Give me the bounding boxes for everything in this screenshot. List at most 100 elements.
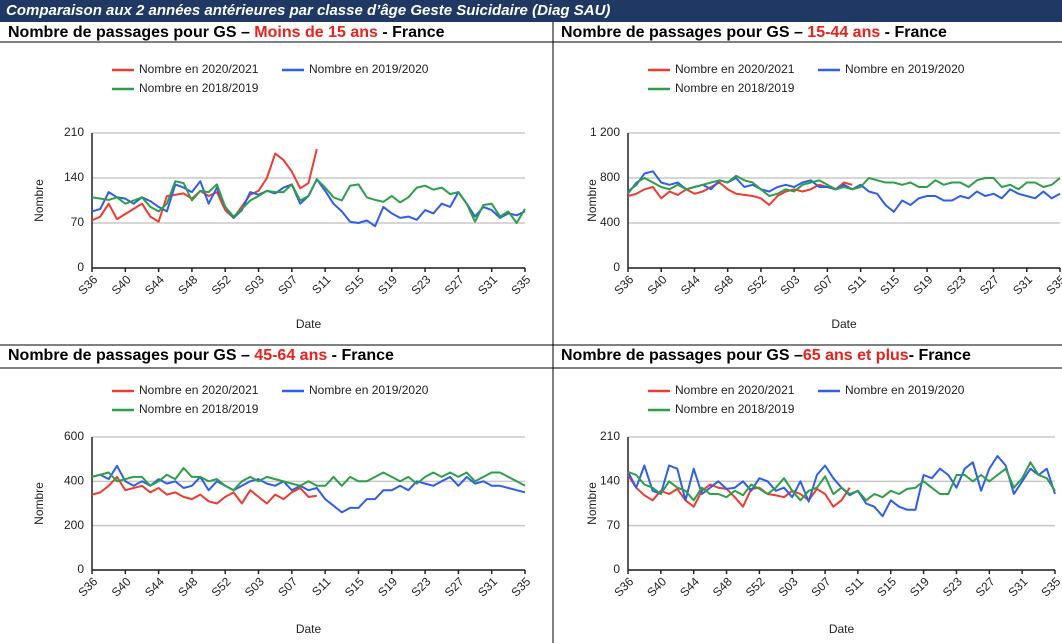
panel-title-suffix: - France: [909, 347, 971, 364]
y-axis-title: Nombre: [585, 482, 599, 525]
legend-label: Nombre en 2019/2020: [309, 62, 429, 76]
panel-title-age: 45-64 ans: [254, 347, 327, 364]
panel-title-suffix: - France: [880, 24, 947, 41]
y-tick-label: 400: [600, 215, 620, 229]
y-tick-label: 140: [64, 170, 84, 184]
x-tick-label: S44: [677, 574, 702, 599]
x-tick-label: S52: [743, 574, 768, 599]
x-tick-label: S07: [811, 272, 836, 297]
x-tick-label: S07: [275, 574, 300, 599]
y-axis-title: Nombre: [585, 179, 599, 222]
panel-title-age: 65 ans et plus: [803, 347, 909, 364]
y-tick-label: 200: [64, 518, 84, 532]
x-tick-label: S36: [611, 574, 636, 599]
x-tick-label: S31: [475, 272, 500, 297]
panel-title-main: Nombre de passages pour GS –: [8, 347, 254, 364]
x-tick-label: S44: [142, 574, 167, 599]
legend-label: Nombre en 2018/2019: [139, 81, 259, 95]
series-line: [627, 474, 851, 508]
legend-label: Nombre en 2020/2021: [675, 62, 795, 76]
header-bar: [0, 0, 1062, 22]
y-tick-label: 70: [71, 215, 85, 229]
x-tick-label: S03: [242, 272, 267, 297]
panel-title-age: 15-44 ans: [807, 24, 880, 41]
y-tick-label: 70: [607, 518, 621, 532]
x-tick-label: S19: [907, 574, 932, 599]
x-tick-label: S03: [778, 272, 803, 297]
x-tick-label: S48: [175, 574, 200, 599]
series-line: [627, 461, 1056, 502]
panel-title: Nombre de passages pour GS –65 ans et pl…: [561, 347, 971, 364]
x-tick-label: S23: [408, 272, 433, 297]
x-tick-label: S48: [175, 272, 200, 297]
x-tick-label: S15: [342, 272, 367, 297]
panel-title: Nombre de passages pour GS – 45-64 ans -…: [8, 347, 394, 364]
x-tick-label: S27: [442, 272, 467, 297]
x-tick-label: S48: [711, 272, 736, 297]
x-tick-label: S35: [508, 272, 533, 297]
x-tick-label: S15: [342, 574, 367, 599]
x-tick-label: S52: [209, 574, 234, 599]
x-tick-label: S36: [75, 272, 100, 297]
x-tick-label: S36: [75, 574, 100, 599]
x-tick-label: S11: [309, 574, 334, 599]
series-line: [91, 178, 526, 224]
y-tick-label: 600: [64, 429, 84, 443]
legend-label: Nombre en 2020/2021: [675, 383, 795, 397]
x-tick-label: S07: [275, 272, 300, 297]
x-tick-label: S52: [209, 272, 234, 297]
x-tick-label: S40: [644, 574, 669, 599]
x-tick-label: S15: [874, 574, 899, 599]
series-line: [627, 174, 1061, 197]
x-tick-label: S44: [678, 272, 703, 297]
x-tick-label: S31: [1010, 272, 1035, 297]
x-tick-label: S40: [645, 272, 670, 297]
series-line: [91, 148, 318, 223]
series-line: [91, 475, 317, 505]
x-tick-label: S40: [109, 574, 134, 599]
series-line: [91, 467, 526, 492]
panel-title: Nombre de passages pour GS – 15-44 ans -…: [561, 24, 947, 41]
legend-label: Nombre en 2020/2021: [139, 383, 259, 397]
legend-label: Nombre en 2019/2020: [845, 383, 965, 397]
legend-label: Nombre en 2019/2020: [845, 62, 965, 76]
x-tick-label: S44: [142, 272, 167, 297]
x-axis-title: Date: [296, 317, 322, 331]
x-tick-label: S27: [973, 574, 998, 599]
y-tick-label: 0: [613, 260, 620, 274]
x-tick-label: S23: [408, 574, 433, 599]
x-tick-label: S35: [1038, 574, 1062, 599]
series-line: [91, 464, 526, 514]
x-tick-label: S31: [475, 574, 500, 599]
x-tick-label: S23: [944, 272, 969, 297]
x-tick-label: S23: [940, 574, 965, 599]
y-axis-title: Nombre: [32, 179, 46, 222]
y-tick-label: 0: [77, 260, 84, 274]
legend-label: Nombre en 2018/2019: [675, 402, 795, 416]
panel-title-age: Moins de 15 ans: [254, 24, 378, 41]
y-tick-label: 800: [600, 170, 620, 184]
x-tick-label: S19: [375, 272, 400, 297]
y-tick-label: 210: [64, 125, 84, 139]
x-tick-label: S11: [845, 272, 870, 297]
series-line: [627, 181, 853, 206]
legend-label: Nombre en 2018/2019: [139, 402, 259, 416]
panel-title-suffix: - France: [327, 347, 394, 364]
x-tick-label: S11: [309, 272, 334, 297]
panel-title-main: Nombre de passages pour GS –: [561, 24, 807, 41]
x-tick-label: S03: [242, 574, 267, 599]
panel-title-suffix: - France: [378, 24, 445, 41]
y-tick-label: 210: [600, 429, 620, 443]
panel-title-main: Nombre de passages pour GS –: [561, 347, 803, 364]
header-title: Comparaison aux 2 années antérieures par…: [6, 2, 610, 19]
x-tick-label: S27: [977, 272, 1002, 297]
y-tick-label: 0: [77, 562, 84, 576]
x-tick-label: S19: [910, 272, 935, 297]
x-tick-label: S27: [442, 574, 467, 599]
x-tick-label: S11: [842, 574, 867, 599]
x-tick-label: S19: [375, 574, 400, 599]
x-tick-label: S15: [877, 272, 902, 297]
x-tick-label: S36: [611, 272, 636, 297]
x-axis-title: Date: [296, 622, 322, 636]
